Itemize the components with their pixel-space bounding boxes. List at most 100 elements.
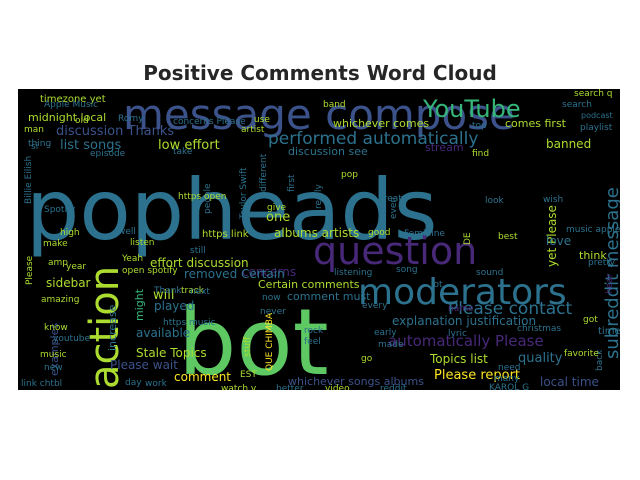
word-watch-v: watch v bbox=[221, 384, 257, 390]
word-popheads: popheads bbox=[26, 161, 438, 259]
word-comes-first: comes first bbox=[505, 117, 567, 130]
word-next: next bbox=[190, 287, 210, 297]
word-take: take bbox=[173, 147, 193, 157]
word-message-compose: message compose bbox=[123, 90, 515, 139]
word-podcast: podcast bbox=[581, 111, 613, 120]
word-topics-list: Topics list bbox=[429, 352, 488, 366]
word-de: DE bbox=[463, 232, 473, 245]
word-rock: rock bbox=[304, 326, 324, 336]
word-question: question bbox=[313, 229, 477, 273]
word-https-open: https open bbox=[178, 192, 227, 202]
word-quality: quality bbox=[518, 351, 563, 366]
word-action: action bbox=[82, 266, 128, 389]
word-banned: banned bbox=[546, 137, 591, 151]
word-increase: increase bbox=[106, 304, 119, 351]
word-search-q: search q bbox=[574, 89, 612, 99]
word-feel: feel bbox=[304, 337, 321, 347]
word-midnight-local: midnight local bbox=[28, 111, 106, 124]
word-hear: hear bbox=[605, 273, 615, 294]
word-explanation-justification: explanation justification bbox=[392, 314, 536, 328]
word-episode: episode bbox=[90, 149, 126, 159]
word-use: use bbox=[254, 115, 270, 125]
word-best: best bbox=[498, 232, 518, 242]
word-think: think bbox=[579, 249, 607, 262]
word-search: search bbox=[562, 100, 592, 110]
word-love: love bbox=[546, 234, 571, 248]
word-artist: artist bbox=[241, 125, 265, 135]
word-played: played bbox=[154, 299, 194, 313]
word-day: day bbox=[125, 378, 142, 388]
word-many: many bbox=[494, 374, 520, 384]
word-comment-must: comment must bbox=[287, 290, 371, 303]
word-automatically-please: automatically Please bbox=[388, 332, 544, 350]
word-effort-discussion: effort discussion bbox=[150, 256, 249, 270]
word-link-chtbl: link chtbl bbox=[21, 379, 62, 389]
word-new: new bbox=[44, 363, 63, 373]
word-listening: listening bbox=[334, 268, 372, 278]
word-go: go bbox=[361, 354, 373, 364]
word-lot: lot bbox=[431, 280, 443, 290]
word-stream: stream bbox=[425, 141, 464, 154]
word-removed-certain: removed Certain bbox=[184, 267, 285, 281]
word-examples: examples bbox=[48, 323, 61, 376]
word-man: man bbox=[24, 125, 44, 135]
word-top: top bbox=[472, 121, 487, 131]
word-time: time bbox=[598, 326, 620, 337]
word-listen: listen bbox=[130, 238, 154, 248]
chart-title: Positive Comments Word Cloud bbox=[143, 61, 497, 85]
word-yet-please: yet Please bbox=[545, 205, 559, 267]
word-band: band bbox=[323, 100, 346, 110]
word-please-contact: Please contact bbox=[448, 299, 573, 319]
word-feminine: Feminine bbox=[404, 229, 445, 239]
word-certain-comments: Certain comments bbox=[258, 278, 360, 291]
word-better: better bbox=[276, 384, 304, 390]
word-thing: thing bbox=[28, 139, 51, 149]
word-timezone-yet: timezone yet bbox=[40, 94, 106, 105]
word-never: never bbox=[260, 307, 286, 317]
word-find: find bbox=[472, 149, 489, 159]
word-https-link: https link bbox=[202, 229, 249, 240]
word-moderators: moderators bbox=[358, 272, 567, 313]
word-please: Please bbox=[25, 255, 35, 285]
word-look: look bbox=[485, 196, 505, 206]
word-one: one bbox=[266, 210, 290, 225]
word-cloud-canvas: popheads bot message compose questionmodera… bbox=[21, 89, 620, 390]
word-every: every bbox=[362, 301, 388, 311]
word-est: EST bbox=[240, 370, 257, 380]
word-apple-music: Apple Music bbox=[44, 100, 98, 110]
word-know: know bbox=[44, 323, 68, 333]
word-performed-automatically: performed automatically bbox=[268, 129, 478, 149]
word-song: song bbox=[396, 265, 418, 275]
word-open-spotify: open spotify bbox=[122, 266, 178, 276]
word-back: back bbox=[595, 349, 605, 371]
word-different: different bbox=[259, 153, 269, 192]
word-old: old bbox=[75, 116, 89, 126]
word-pop: pop bbox=[341, 170, 358, 180]
word-sound: sound bbox=[476, 268, 503, 278]
word-christmas: christmas bbox=[517, 324, 561, 334]
word-whichever-comes: whichever comes bbox=[333, 117, 429, 130]
word-cloud: popheads bot message compose question modera… bbox=[18, 89, 620, 390]
word-https-music: https music bbox=[163, 318, 216, 328]
word-even: even bbox=[389, 197, 399, 219]
word-year: year bbox=[66, 262, 86, 272]
word-reddit: reddit bbox=[380, 384, 407, 390]
word-que-chimba: QUE CHIMBA bbox=[265, 312, 275, 371]
word-stale-topics: Stale Topics bbox=[136, 346, 207, 360]
word-work: work bbox=[145, 379, 168, 389]
word-discussion-thanks: discussion Thanks bbox=[56, 124, 174, 139]
word-well: well bbox=[118, 227, 136, 237]
word-track: track bbox=[181, 286, 205, 296]
word-available: available bbox=[136, 326, 190, 340]
word-now: now bbox=[262, 293, 281, 303]
word-good: good bbox=[368, 228, 390, 238]
word-early: early bbox=[374, 328, 397, 338]
word-give: give bbox=[267, 203, 287, 213]
word-need: need bbox=[498, 363, 521, 373]
word-discussion-see: discussion see bbox=[288, 145, 368, 158]
word-amp: amp bbox=[48, 258, 68, 268]
word-yeah: Yeah bbox=[121, 254, 143, 264]
word-will: will bbox=[153, 288, 174, 303]
word-albums-artists: albums artists bbox=[274, 226, 359, 240]
word-list-songs: list songs bbox=[60, 138, 121, 153]
